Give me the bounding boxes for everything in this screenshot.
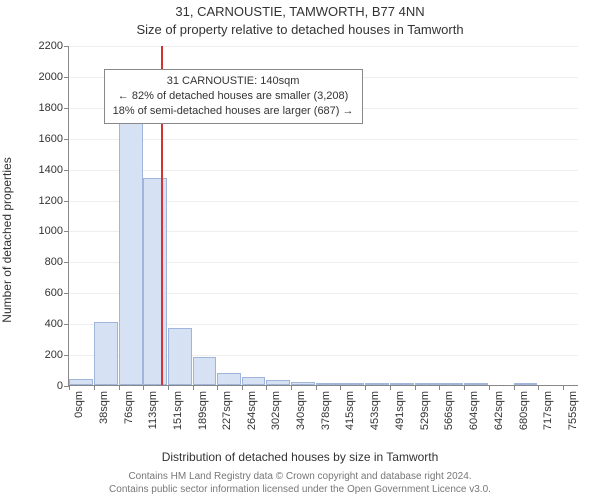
- y-tick: [64, 355, 69, 356]
- x-tick: [242, 385, 243, 390]
- histogram-bar: [390, 383, 414, 385]
- y-tick-label: 2000: [39, 71, 63, 83]
- x-tick-label: 529sqm: [419, 391, 431, 430]
- histogram-bar: [266, 380, 290, 385]
- x-tick-label: 755sqm: [567, 391, 579, 430]
- y-tick-label: 200: [45, 349, 63, 361]
- y-tick: [64, 231, 69, 232]
- histogram-bar: [119, 119, 143, 385]
- x-tick: [69, 385, 70, 390]
- y-tick-label: 0: [57, 380, 63, 392]
- y-tick-label: 1000: [39, 225, 63, 237]
- x-tick: [168, 385, 169, 390]
- histogram-bar: [143, 178, 167, 385]
- y-tick-label: 1400: [39, 164, 63, 176]
- histogram-plot-area: 0200400600800100012001400160018002000220…: [68, 46, 578, 386]
- y-tick-label: 400: [45, 318, 63, 330]
- y-tick: [64, 77, 69, 78]
- x-tick-label: 415sqm: [344, 391, 356, 430]
- x-tick-label: 680sqm: [518, 391, 530, 430]
- gridline: [69, 46, 578, 47]
- histogram-bar: [340, 383, 364, 385]
- y-tick-label: 1200: [39, 195, 63, 207]
- x-tick: [489, 385, 490, 390]
- y-tick: [64, 139, 69, 140]
- x-tick: [439, 385, 440, 390]
- annotation-line: 31 CARNOUSTIE: 140sqm: [113, 74, 354, 89]
- x-tick-label: 491sqm: [394, 391, 406, 430]
- x-tick-label: 189sqm: [197, 391, 209, 430]
- x-tick: [119, 385, 120, 390]
- gridline: [69, 139, 578, 140]
- x-tick-label: 378sqm: [320, 391, 332, 430]
- x-tick-label: 0sqm: [73, 391, 85, 418]
- annotation-line: 18% of semi-detached houses are larger (…: [113, 104, 354, 119]
- x-tick: [340, 385, 341, 390]
- histogram-bar: [514, 383, 538, 385]
- x-tick-label: 113sqm: [147, 391, 159, 429]
- y-tick-label: 1800: [39, 102, 63, 114]
- x-tick: [538, 385, 539, 390]
- x-tick-label: 38sqm: [98, 391, 110, 424]
- histogram-bar: [94, 322, 118, 385]
- y-tick-label: 2200: [39, 40, 63, 52]
- x-tick: [464, 385, 465, 390]
- y-tick: [64, 324, 69, 325]
- histogram-bar: [193, 357, 217, 385]
- x-tick-label: 566sqm: [443, 391, 455, 430]
- y-tick: [64, 293, 69, 294]
- x-tick-label: 717sqm: [542, 391, 554, 430]
- histogram-bar: [365, 383, 389, 385]
- x-tick: [266, 385, 267, 390]
- gridline: [69, 170, 578, 171]
- annotation-box: 31 CARNOUSTIE: 140sqm← 82% of detached h…: [104, 69, 363, 124]
- histogram-bar: [316, 383, 340, 385]
- histogram-bar: [69, 379, 93, 385]
- x-tick-label: 642sqm: [493, 391, 505, 430]
- x-tick: [563, 385, 564, 390]
- x-tick: [193, 385, 194, 390]
- x-axis-label: Distribution of detached houses by size …: [0, 450, 600, 464]
- x-tick: [143, 385, 144, 390]
- y-tick: [64, 201, 69, 202]
- histogram-bar: [464, 383, 488, 385]
- y-axis-label: Number of detached properties: [0, 75, 14, 240]
- x-tick-label: 76sqm: [123, 391, 135, 424]
- x-tick-label: 264sqm: [246, 391, 258, 430]
- footer-line-2: Contains public sector information licen…: [0, 483, 600, 496]
- x-tick-label: 227sqm: [221, 391, 233, 430]
- histogram-bar: [168, 328, 192, 385]
- y-tick: [64, 108, 69, 109]
- histogram-bar: [217, 373, 241, 385]
- histogram-bar: [291, 382, 315, 385]
- footer-attribution: Contains HM Land Registry data © Crown c…: [0, 470, 600, 496]
- x-tick: [514, 385, 515, 390]
- page-subtitle: Size of property relative to detached ho…: [0, 22, 600, 37]
- x-tick: [316, 385, 317, 390]
- x-tick: [217, 385, 218, 390]
- page-address-line: 31, CARNOUSTIE, TAMWORTH, B77 4NN: [0, 4, 600, 19]
- y-tick: [64, 262, 69, 263]
- x-tick: [94, 385, 95, 390]
- y-tick-label: 600: [45, 287, 63, 299]
- y-tick: [64, 170, 69, 171]
- x-tick: [291, 385, 292, 390]
- x-tick-label: 453sqm: [369, 391, 381, 430]
- x-tick-label: 151sqm: [172, 391, 184, 430]
- x-tick-label: 302sqm: [270, 391, 282, 430]
- x-tick: [365, 385, 366, 390]
- annotation-line: ← 82% of detached houses are smaller (3,…: [113, 89, 354, 104]
- histogram-bar: [242, 377, 266, 385]
- footer-line-1: Contains HM Land Registry data © Crown c…: [0, 470, 600, 483]
- x-tick: [415, 385, 416, 390]
- x-tick: [390, 385, 391, 390]
- histogram-bar: [415, 383, 439, 385]
- x-tick-label: 340sqm: [295, 391, 307, 430]
- y-tick-label: 800: [45, 256, 63, 268]
- y-tick: [64, 46, 69, 47]
- y-tick-label: 1600: [39, 133, 63, 145]
- x-tick-label: 604sqm: [468, 391, 480, 430]
- histogram-bar: [439, 383, 463, 385]
